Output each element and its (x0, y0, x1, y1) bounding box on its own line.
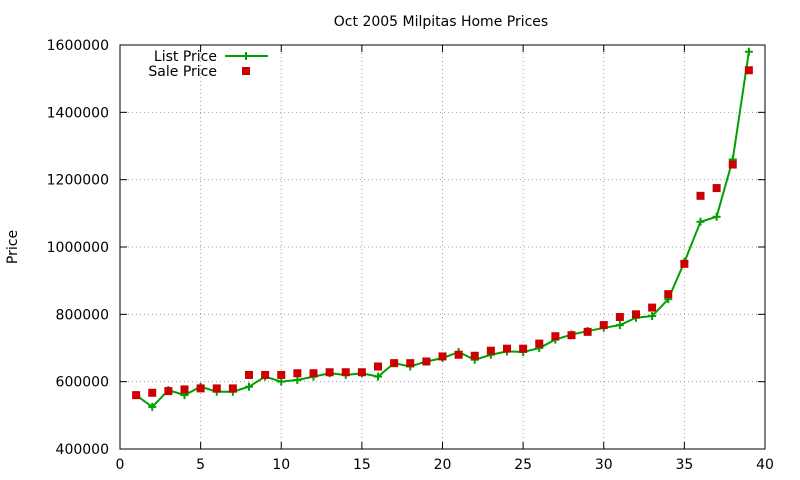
sale-price-point (390, 359, 399, 368)
sale-price-point (357, 368, 366, 377)
sale-price-point (277, 370, 286, 379)
list-price-point (648, 312, 657, 321)
sale-price-point (245, 370, 253, 379)
sale-price-point (503, 344, 511, 353)
sale-price-point (406, 359, 415, 368)
sale-price-point (728, 160, 737, 169)
x-tick-label: 20 (434, 457, 452, 473)
list-price-point (712, 212, 721, 221)
y-tick-label: 1400000 (47, 105, 109, 121)
sale-price-point (615, 313, 624, 322)
legend-label-list-price: List Price (154, 49, 217, 65)
y-tick-label: 1000000 (47, 240, 109, 256)
sale-price-point (551, 332, 560, 341)
sale-price-point (648, 303, 657, 312)
sale-price-point (680, 259, 689, 268)
y-tick-label: 400000 (56, 442, 109, 458)
sale-price-point (632, 310, 640, 319)
legend-label-sale-price: Sale Price (148, 64, 217, 80)
y-tick-label: 800000 (56, 307, 109, 323)
sale-price-point (438, 352, 447, 361)
y-tick-label: 1600000 (47, 38, 109, 54)
x-tick-label: 10 (272, 457, 290, 473)
sale-price-point (374, 362, 382, 371)
sale-price-point (519, 344, 528, 353)
sale-price-point (583, 327, 592, 336)
x-tick-label: 30 (595, 457, 613, 473)
sale-price-point (599, 321, 608, 330)
sale-price-point (486, 346, 495, 355)
sale-price-point (164, 387, 173, 396)
sale-price-point (261, 370, 270, 379)
x-tick-label: 40 (756, 457, 774, 473)
x-tick-label: 25 (514, 457, 532, 473)
sale-price-point (567, 331, 576, 340)
legend-marker-sale-price (242, 67, 250, 75)
list-price-point (148, 402, 157, 411)
list-price-point (374, 372, 382, 381)
sale-price-point (535, 339, 544, 348)
x-tick-label: 0 (116, 457, 125, 473)
sale-price-point (148, 388, 157, 397)
sale-price-point (309, 369, 318, 378)
sale-price-point (196, 384, 205, 393)
sale-price-point (325, 368, 334, 377)
y-axis-label: Price (5, 230, 21, 264)
chart-title: Oct 2005 Milpitas Home Prices (334, 14, 548, 30)
y-tick-label: 600000 (56, 375, 109, 391)
sale-price-point (744, 66, 753, 75)
sale-price-point (132, 391, 141, 400)
sale-price-point (664, 290, 673, 299)
list-price-point (277, 377, 286, 386)
legend-marker-list-price (242, 52, 250, 60)
axis-ticks: 0 5 10 15 20 25 30 35 40 400000 600000 800000 100000… (47, 38, 774, 473)
sale-price-point (712, 184, 721, 193)
list-price-point (245, 382, 253, 391)
sale-price-point (422, 357, 431, 366)
list-price-point (293, 375, 302, 384)
y-tick-label: 1200000 (47, 173, 109, 189)
sale-price-point (180, 385, 189, 394)
list-price-point (696, 217, 705, 226)
plot-frame (119, 44, 766, 450)
sale-price-point (470, 351, 479, 360)
list-price-point (744, 47, 753, 56)
x-tick-label: 5 (196, 457, 205, 473)
sale-price-point (454, 350, 463, 359)
list-price-point (615, 321, 624, 330)
series-layer (132, 47, 753, 411)
sale-price-point (293, 369, 302, 378)
sale-price-point (212, 384, 221, 393)
sale-price-point (341, 368, 350, 377)
x-tick-label: 35 (675, 457, 693, 473)
sale-price-point (228, 384, 237, 393)
sale-price-point (696, 191, 705, 200)
x-tick-label: 15 (353, 457, 371, 473)
